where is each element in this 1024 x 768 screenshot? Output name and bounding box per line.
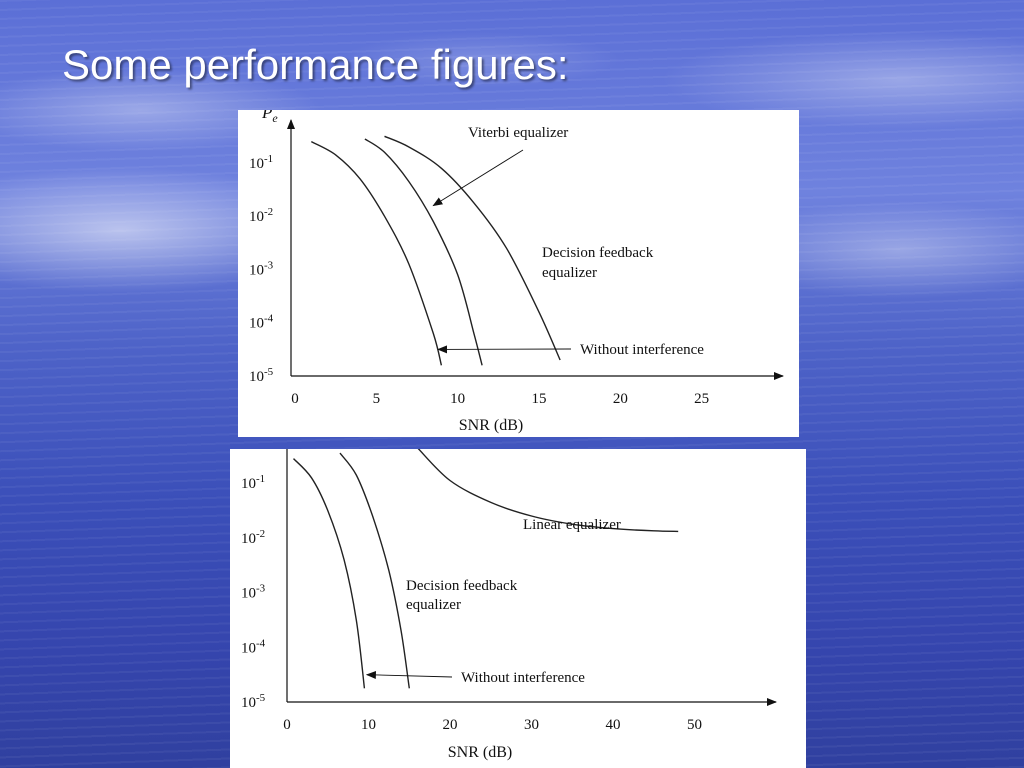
y-tick-label: 10-4 — [249, 313, 274, 332]
x-tick-label: 15 — [532, 391, 547, 407]
series-line-3 — [417, 449, 679, 533]
y-tick-label: 10-3 — [241, 583, 266, 602]
y-axis-label: Pe — [261, 110, 278, 125]
x-tick-label: 25 — [694, 391, 709, 407]
series-line-2 — [364, 138, 483, 366]
y-tick-label: 10-2 — [241, 528, 265, 547]
x-axis-label: SNR (dB) — [459, 417, 523, 434]
annotation-dfe-line2: equalizer — [542, 265, 597, 281]
x-tick-label: 20 — [613, 391, 628, 407]
annotation-without-interference-arrow — [365, 670, 453, 679]
x-tick-label: 40 — [606, 717, 621, 733]
x-tick-label: 0 — [291, 391, 299, 407]
annotation-without-interference: Without interference — [580, 342, 704, 358]
annotation-linear: Linear equalizer — [523, 517, 621, 533]
chart-panel-bottom: 10-1 10-2 10-3 10-4 10-5 0 10 20 30 40 50 Linear … — [230, 449, 806, 768]
x-axis-label: SNR (dB) — [448, 744, 512, 761]
x-tick-label: 20 — [443, 717, 458, 733]
x-tick-label: 0 — [283, 717, 291, 733]
annotation-without-interference: Without interference — [461, 670, 585, 686]
annotation-dfe-line1: Decision feedback — [406, 578, 518, 594]
y-tick-label: 10-3 — [249, 259, 274, 278]
y-tick-label: 10-5 — [241, 692, 266, 711]
y-tick-label: 10-4 — [241, 637, 266, 656]
series-line-1 — [292, 458, 366, 689]
chart-panel-top: Pe 10-1 10-2 10-3 10-4 10-5 0 5 10 15 20 25 Viter… — [238, 110, 799, 437]
x-tick-label: 10 — [361, 717, 376, 733]
series-line-1 — [310, 140, 443, 366]
series-line-2 — [339, 452, 410, 689]
y-tick-label: 10-2 — [249, 206, 273, 225]
chart-top: Pe 10-1 10-2 10-3 10-4 10-5 0 5 10 15 20 25 Viter… — [249, 110, 784, 434]
annotation-viterbi: Viterbi equalizer — [468, 125, 568, 141]
series-line-3 — [384, 135, 561, 361]
x-tick-label: 50 — [687, 717, 702, 733]
x-tick-label: 30 — [524, 717, 539, 733]
y-tick-label: 10-1 — [249, 153, 273, 172]
x-tick-label: 10 — [450, 391, 465, 407]
y-tick-label: 10-5 — [249, 366, 274, 385]
annotation-viterbi-arrow — [432, 149, 524, 207]
y-tick-label: 10-1 — [241, 473, 265, 492]
x-tick-label: 5 — [373, 391, 381, 407]
chart-bottom: 10-1 10-2 10-3 10-4 10-5 0 10 20 30 40 50 Linear … — [241, 449, 777, 761]
annotation-dfe-line2: equalizer — [406, 597, 461, 613]
slide-title: Some performance figures: — [62, 41, 569, 88]
annotation-dfe-line1: Decision feedback — [542, 245, 654, 261]
